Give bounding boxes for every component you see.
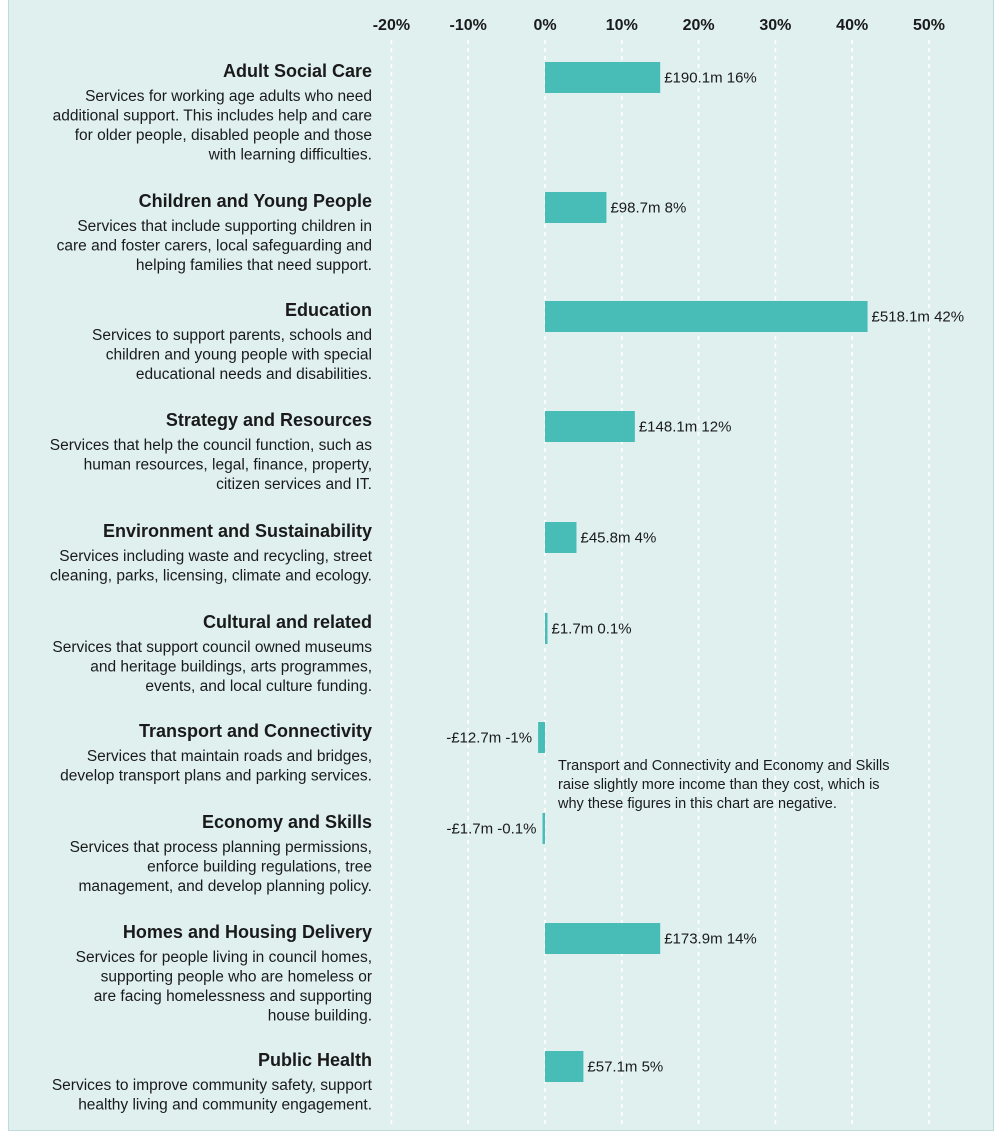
x-axis-ticks: -20% -10% 0% 10% 20% 30% 40% 50% [373, 17, 945, 34]
annotation-text: why these figures in this chart are nega… [557, 796, 837, 812]
value-label: £98.7m 8% [610, 200, 686, 217]
category-description: Services including waste and recycling, … [59, 548, 372, 565]
category-description: Services for people living in council ho… [76, 949, 372, 966]
category-labels: Adult Social Care Services for working ag… [50, 61, 373, 1114]
value-label: £1.7m 0.1% [552, 621, 632, 638]
category-name: Environment and Sustainability [103, 521, 372, 541]
value-label: £190.1m 16% [664, 70, 757, 87]
x-tick-label: 0% [533, 17, 556, 34]
category-description: are facing homelessness and supporting [94, 988, 372, 1005]
x-tick-label: -10% [450, 17, 487, 34]
category-name: Economy and Skills [202, 812, 372, 832]
value-label: -£12.7m -1% [446, 730, 532, 747]
bar [545, 411, 635, 442]
value-label: -£1.7m -0.1% [446, 821, 536, 838]
bar [538, 722, 545, 753]
category-description: Services that include supporting childre… [77, 218, 372, 235]
category-description: Services that process planning permissio… [70, 839, 372, 856]
x-tick-label: 40% [836, 17, 868, 34]
annotation-text: raise slightly more income than they cos… [558, 777, 880, 793]
category-description: citizen services and IT. [216, 476, 372, 493]
category-name: Public Health [258, 1050, 372, 1070]
category-description: develop transport plans and parking serv… [60, 768, 372, 785]
value-label: £518.1m 42% [872, 309, 965, 326]
category-description: management, and develop planning policy. [78, 878, 372, 895]
category-description: helping families that need support. [136, 257, 372, 274]
category-name: Cultural and related [203, 612, 372, 632]
bar [545, 1051, 584, 1082]
category-description: additional support. This includes help a… [53, 108, 372, 125]
value-label: £45.8m 4% [580, 530, 656, 547]
category-description: care and foster carers, local safeguardi… [57, 238, 372, 255]
x-tick-label: 50% [913, 17, 945, 34]
bar [545, 192, 607, 223]
bar [545, 613, 548, 644]
category-name: Strategy and Resources [166, 410, 372, 430]
category-description: for older people, disabled people and th… [75, 127, 372, 144]
category-description: healthy living and community engagement. [78, 1097, 372, 1114]
value-label: £148.1m 12% [639, 419, 732, 436]
category-description: educational needs and disabilities. [136, 366, 372, 383]
value-label: £57.1m 5% [587, 1059, 663, 1076]
category-description: cleaning, parks, licensing, climate and … [50, 568, 372, 585]
category-name: Children and Young People [139, 191, 372, 211]
category-description: children and young people with special [106, 347, 372, 364]
bar [542, 813, 545, 844]
category-description: house building. [268, 1008, 372, 1025]
annotation-text: Transport and Connectivity and Economy a… [558, 758, 890, 774]
category-description: human resources, legal, finance, propert… [84, 457, 372, 474]
category-description: Services to improve community safety, su… [52, 1077, 373, 1094]
bar [545, 923, 661, 954]
bars [538, 62, 868, 1082]
x-tick-label: 10% [606, 17, 638, 34]
chart-panel [8, 0, 994, 1131]
category-description: with learning difficulties. [208, 147, 372, 164]
bar [545, 522, 577, 553]
value-label: £173.9m 14% [664, 931, 757, 948]
category-name: Transport and Connectivity [139, 721, 372, 741]
category-description: Services for working age adults who need [85, 88, 372, 105]
category-description: Services that support council owned muse… [52, 639, 372, 656]
category-description: Services that maintain roads and bridges… [87, 748, 372, 765]
bar [545, 301, 868, 332]
x-tick-label: 20% [683, 17, 715, 34]
category-description: Services to support parents, schools and [92, 327, 372, 344]
x-tick-label: 30% [759, 17, 791, 34]
bar [545, 62, 661, 93]
category-description: enforce building regulations, tree [147, 859, 372, 876]
category-description: and heritage buildings, arts programmes, [90, 659, 372, 676]
x-tick-label: -20% [373, 17, 410, 34]
category-description: events, and local culture funding. [145, 678, 372, 695]
category-name: Homes and Housing Delivery [123, 922, 372, 942]
category-description: supporting people who are homeless or [101, 969, 372, 986]
category-name: Education [285, 300, 372, 320]
annotation: Transport and Connectivity and Economy a… [557, 758, 890, 812]
value-labels: £190.1m 16% £98.7m 8% £518.1m 42% £148.1m 1… [446, 70, 964, 1076]
category-name: Adult Social Care [223, 61, 372, 81]
category-description: Services that help the council function,… [50, 437, 372, 454]
